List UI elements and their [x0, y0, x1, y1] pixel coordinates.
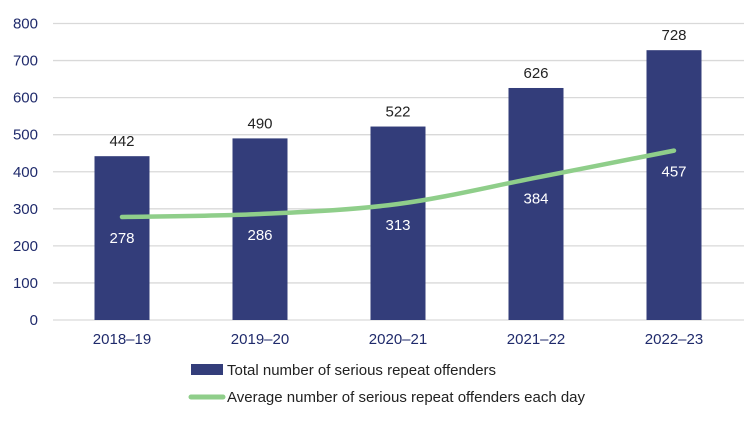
bar: [94, 156, 150, 320]
legend-label-line: Average number of serious repeat offende…: [227, 389, 586, 406]
legend-label-bar: Total number of serious repeat offenders: [227, 362, 496, 379]
line-data-label: 457: [661, 164, 686, 181]
y-tick-label: 300: [13, 201, 38, 218]
x-tick-label: 2019–20: [231, 331, 289, 348]
bar-data-label: 728: [661, 27, 686, 44]
y-tick-label: 700: [13, 53, 38, 70]
bar: [370, 126, 426, 320]
bar-data-label: 490: [247, 115, 272, 132]
bar: [508, 87, 564, 321]
line-data-label: 384: [523, 191, 548, 208]
y-tick-label: 200: [13, 238, 38, 255]
y-tick-label: 400: [13, 164, 38, 181]
line-data-label: 278: [109, 230, 134, 247]
y-tick-label: 800: [13, 16, 38, 33]
bar-data-label: 522: [385, 104, 410, 121]
y-tick-label: 0: [30, 312, 38, 329]
x-tick-label: 2020–21: [369, 331, 427, 348]
bar: [646, 50, 702, 321]
legend: Total number of serious repeat offenders…: [188, 362, 586, 406]
y-tick-label: 500: [13, 127, 38, 144]
bar: [232, 138, 288, 320]
y-tick-label: 600: [13, 90, 38, 107]
line-data-label: 286: [247, 227, 272, 244]
bar-data-label: 626: [523, 65, 548, 82]
bar-data-label: 442: [109, 133, 134, 150]
x-tick-label: 2018–19: [93, 331, 151, 348]
x-tick-label: 2021–22: [507, 331, 565, 348]
y-tick-label: 100: [13, 275, 38, 292]
line-data-label: 313: [385, 217, 410, 234]
legend-swatch-bar: [191, 364, 223, 375]
x-tick-label: 2022–23: [645, 331, 703, 348]
